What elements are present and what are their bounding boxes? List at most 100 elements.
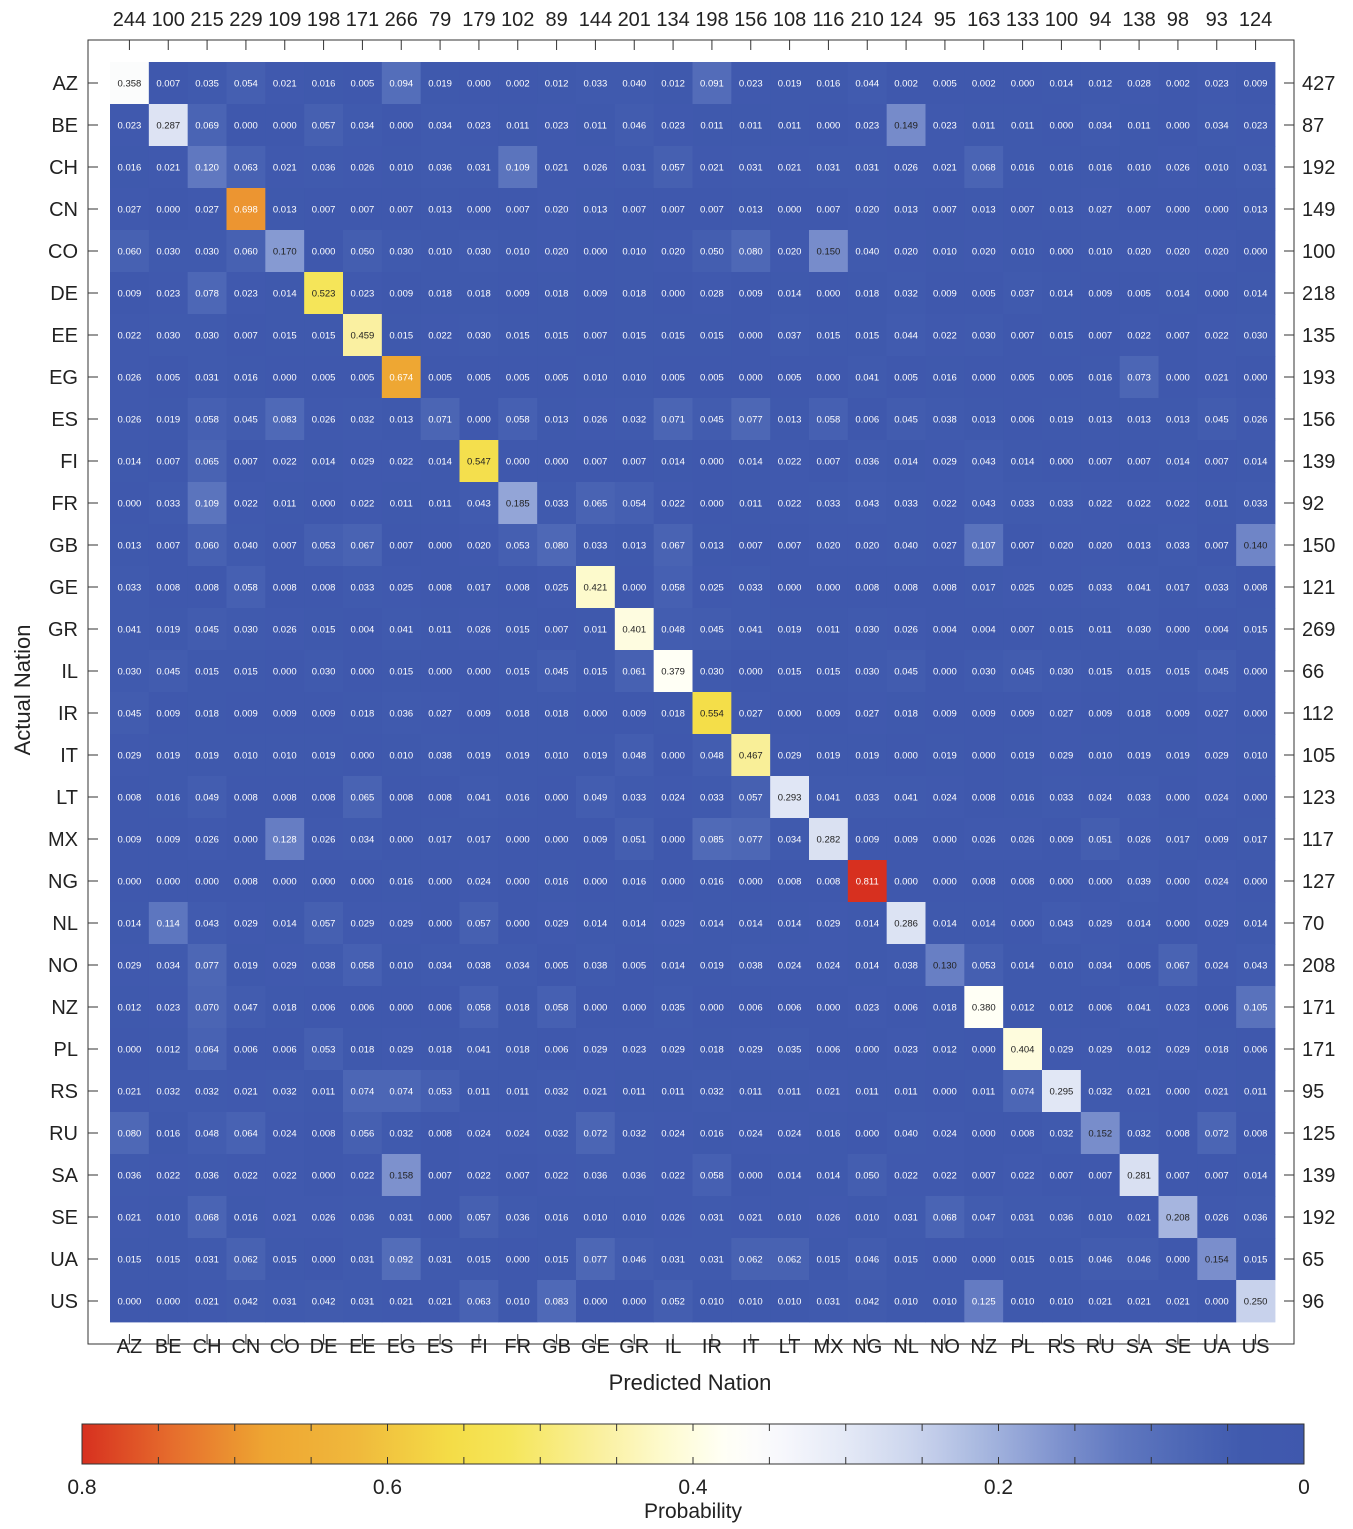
cell-value-label: 0.024: [778, 1129, 802, 1140]
heatmap-cell: [847, 650, 888, 693]
cell-value-label: 0.026: [584, 415, 608, 426]
cell-value-label: 0.030: [855, 625, 879, 636]
cell-value-label: 0.024: [661, 793, 685, 804]
heatmap-cell: [187, 692, 227, 735]
row-total-label: 427: [1302, 73, 1335, 95]
cell-value-label: 0.026: [1127, 835, 1151, 846]
cell-value-label: 0.024: [1088, 793, 1112, 804]
cell-value-label: 0.004: [933, 625, 957, 636]
heatmap-cell: [343, 566, 383, 609]
heatmap-cell: [809, 944, 849, 987]
heatmap-cell: [886, 482, 926, 525]
cell-value-label: 0.000: [1244, 877, 1268, 888]
cell-value-label: 0.050: [351, 247, 375, 258]
cell-value-label: 0.007: [506, 1171, 530, 1182]
heatmap-cell: [1197, 776, 1237, 819]
cell-value-label: 0.034: [778, 835, 802, 846]
cell-value-label: 0.032: [389, 1129, 413, 1140]
cell-value-label: 0.019: [156, 625, 180, 636]
heatmap-cell: [1119, 356, 1159, 399]
cell-value-label: 0.011: [662, 1087, 685, 1098]
cell-value-label: 0.000: [817, 1003, 841, 1014]
row-total-label: 193: [1302, 367, 1335, 389]
cell-value-label: 0.021: [933, 163, 957, 174]
heatmap-cell: [1080, 188, 1121, 231]
heatmap-cell: [226, 272, 266, 315]
cell-value-label: 0.000: [1244, 247, 1268, 258]
heatmap-cell: [614, 272, 655, 315]
heatmap-cell: [964, 608, 1004, 651]
heatmap-cell: [1042, 314, 1082, 357]
heatmap-cell: [886, 1112, 926, 1155]
column-total-label: 100: [152, 9, 185, 31]
heatmap-cell: [1119, 608, 1159, 651]
heatmap-cell: [498, 734, 538, 777]
heatmap-cell: [265, 482, 305, 525]
cell-value-label: 0.030: [195, 247, 219, 258]
cell-value-label: 0.023: [545, 121, 569, 132]
heatmap-cell: [809, 104, 849, 147]
cell-value-label: 0.033: [622, 793, 646, 804]
cell-value-label: 0.000: [584, 709, 608, 720]
heatmap-cell: [576, 818, 616, 861]
heatmap-cell: [1003, 818, 1043, 861]
heatmap-cell: [1003, 1112, 1043, 1155]
row-total-label: 125: [1302, 1123, 1335, 1145]
heatmap-cell: [1119, 986, 1159, 1029]
cell-value-label: 0.282: [817, 835, 841, 846]
heatmap-cell: [1119, 650, 1159, 693]
heatmap-cell: [537, 104, 577, 147]
cell-value-label: 0.016: [312, 79, 336, 90]
cell-value-label: 0.016: [545, 1213, 569, 1224]
heatmap-cell: [304, 146, 344, 189]
heatmap-cell: [964, 356, 1004, 399]
cell-value-label: 0.010: [622, 1213, 646, 1224]
heatmap-cell: [381, 398, 422, 441]
heatmap-cell: [148, 692, 189, 735]
cell-value-label: 0.005: [1011, 373, 1035, 384]
cell-value-label: 0.054: [622, 499, 646, 510]
y-tick-label: AZ: [52, 73, 78, 95]
heatmap-cell: [459, 692, 499, 735]
heatmap-cell: [847, 272, 888, 315]
heatmap-cell: [420, 146, 460, 189]
heatmap-cell: [187, 1154, 227, 1197]
heatmap-cell: [265, 524, 305, 567]
cell-value-label: 0.000: [972, 751, 996, 762]
cell-value-label: 0.008: [506, 583, 530, 594]
heatmap-cell: [1158, 1028, 1198, 1071]
cell-value-label: 0.010: [389, 961, 413, 972]
heatmap-cell: [809, 860, 849, 903]
cell-value-label: 0.060: [234, 247, 258, 258]
cell-value-label: 0.046: [1127, 1255, 1151, 1266]
cell-value-label: 0.000: [584, 1003, 608, 1014]
heatmap-cell: [886, 188, 926, 231]
column-total-label: 124: [1239, 9, 1272, 31]
cell-value-label: 0.120: [195, 163, 219, 174]
heatmap-cell: [1042, 146, 1082, 189]
row-total-label: 123: [1302, 787, 1335, 809]
heatmap-cell: [537, 356, 577, 399]
cell-value-label: 0.009: [156, 835, 180, 846]
heatmap-cell: [886, 356, 926, 399]
cell-value-label: 0.295: [1050, 1087, 1074, 1098]
cell-value-label: 0.024: [661, 1129, 685, 1140]
row-total-label: 156: [1302, 409, 1335, 431]
cell-value-label: 0.019: [855, 751, 879, 762]
cell-value-label: 0.029: [1050, 1045, 1074, 1056]
heatmap-cell: [343, 818, 383, 861]
heatmap-cell: [1236, 776, 1276, 819]
cell-value-label: 0.000: [933, 835, 957, 846]
heatmap-cell: [343, 1028, 383, 1071]
column-total-label: 201: [618, 9, 651, 31]
cell-value-label: 0.033: [584, 541, 608, 552]
cell-value-label: 0.009: [156, 709, 180, 720]
heatmap-cell: [381, 902, 422, 945]
cell-value-label: 0.022: [351, 499, 375, 510]
cell-value-label: 0.048: [195, 1129, 219, 1140]
cell-value-label: 0.008: [118, 793, 142, 804]
heatmap-cell: [343, 398, 383, 441]
heatmap-cell: [226, 566, 266, 609]
heatmap-cell: [886, 860, 926, 903]
cell-value-label: 0.158: [389, 1171, 413, 1182]
